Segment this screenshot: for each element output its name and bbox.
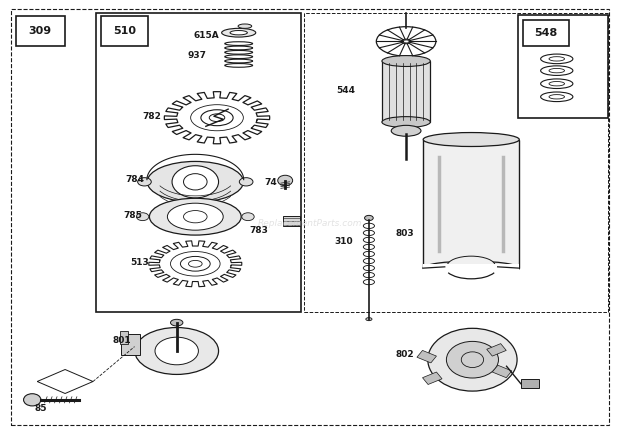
Bar bbox=[16, 16, 65, 46]
Bar bbox=[121, 334, 140, 355]
Bar bbox=[423, 264, 520, 288]
Bar bbox=[422, 372, 442, 385]
Circle shape bbox=[446, 341, 498, 378]
Bar bbox=[492, 365, 512, 378]
Bar bbox=[518, 15, 608, 118]
Text: 85: 85 bbox=[34, 404, 46, 412]
Text: 548: 548 bbox=[534, 28, 557, 38]
Bar bbox=[304, 13, 608, 312]
Text: 309: 309 bbox=[29, 26, 52, 36]
Ellipse shape bbox=[239, 178, 253, 186]
Text: 74: 74 bbox=[264, 178, 277, 187]
Bar bbox=[96, 13, 301, 312]
Ellipse shape bbox=[167, 203, 223, 230]
Circle shape bbox=[428, 328, 517, 391]
Text: 783: 783 bbox=[250, 226, 268, 235]
Ellipse shape bbox=[222, 28, 256, 37]
Ellipse shape bbox=[170, 319, 183, 326]
Ellipse shape bbox=[238, 24, 252, 28]
Ellipse shape bbox=[135, 327, 218, 375]
Text: 803: 803 bbox=[396, 229, 414, 238]
Bar bbox=[417, 351, 436, 363]
Ellipse shape bbox=[382, 117, 430, 127]
Ellipse shape bbox=[230, 31, 247, 35]
Text: 802: 802 bbox=[396, 350, 414, 358]
Bar bbox=[423, 140, 520, 268]
Bar bbox=[487, 344, 507, 356]
Bar bbox=[120, 331, 128, 344]
Text: 801: 801 bbox=[112, 337, 131, 345]
Ellipse shape bbox=[149, 198, 241, 235]
Bar bbox=[101, 16, 148, 46]
Text: 513: 513 bbox=[130, 258, 149, 267]
Ellipse shape bbox=[423, 261, 520, 275]
Ellipse shape bbox=[148, 161, 243, 202]
Text: 615A: 615A bbox=[193, 31, 219, 40]
Text: 544: 544 bbox=[337, 86, 355, 95]
Text: 937: 937 bbox=[188, 51, 206, 60]
Ellipse shape bbox=[136, 213, 149, 221]
Text: 782: 782 bbox=[143, 112, 161, 121]
Text: ReplacementParts.com: ReplacementParts.com bbox=[258, 219, 362, 228]
Ellipse shape bbox=[365, 215, 373, 221]
Ellipse shape bbox=[382, 56, 430, 67]
Bar bbox=[521, 379, 539, 388]
Circle shape bbox=[24, 394, 41, 406]
Ellipse shape bbox=[172, 166, 219, 198]
Text: 310: 310 bbox=[335, 238, 353, 246]
Ellipse shape bbox=[242, 213, 254, 221]
Text: 510: 510 bbox=[113, 26, 136, 36]
Bar bbox=[523, 20, 569, 46]
Circle shape bbox=[278, 175, 293, 186]
Ellipse shape bbox=[391, 126, 421, 136]
Ellipse shape bbox=[447, 256, 495, 276]
Text: 785: 785 bbox=[124, 211, 143, 220]
Ellipse shape bbox=[423, 133, 520, 146]
Ellipse shape bbox=[138, 178, 151, 186]
Ellipse shape bbox=[366, 317, 372, 321]
Ellipse shape bbox=[170, 252, 220, 276]
Bar bbox=[283, 216, 300, 226]
Bar bbox=[382, 61, 430, 122]
Text: 784: 784 bbox=[126, 175, 144, 184]
Ellipse shape bbox=[155, 337, 198, 365]
